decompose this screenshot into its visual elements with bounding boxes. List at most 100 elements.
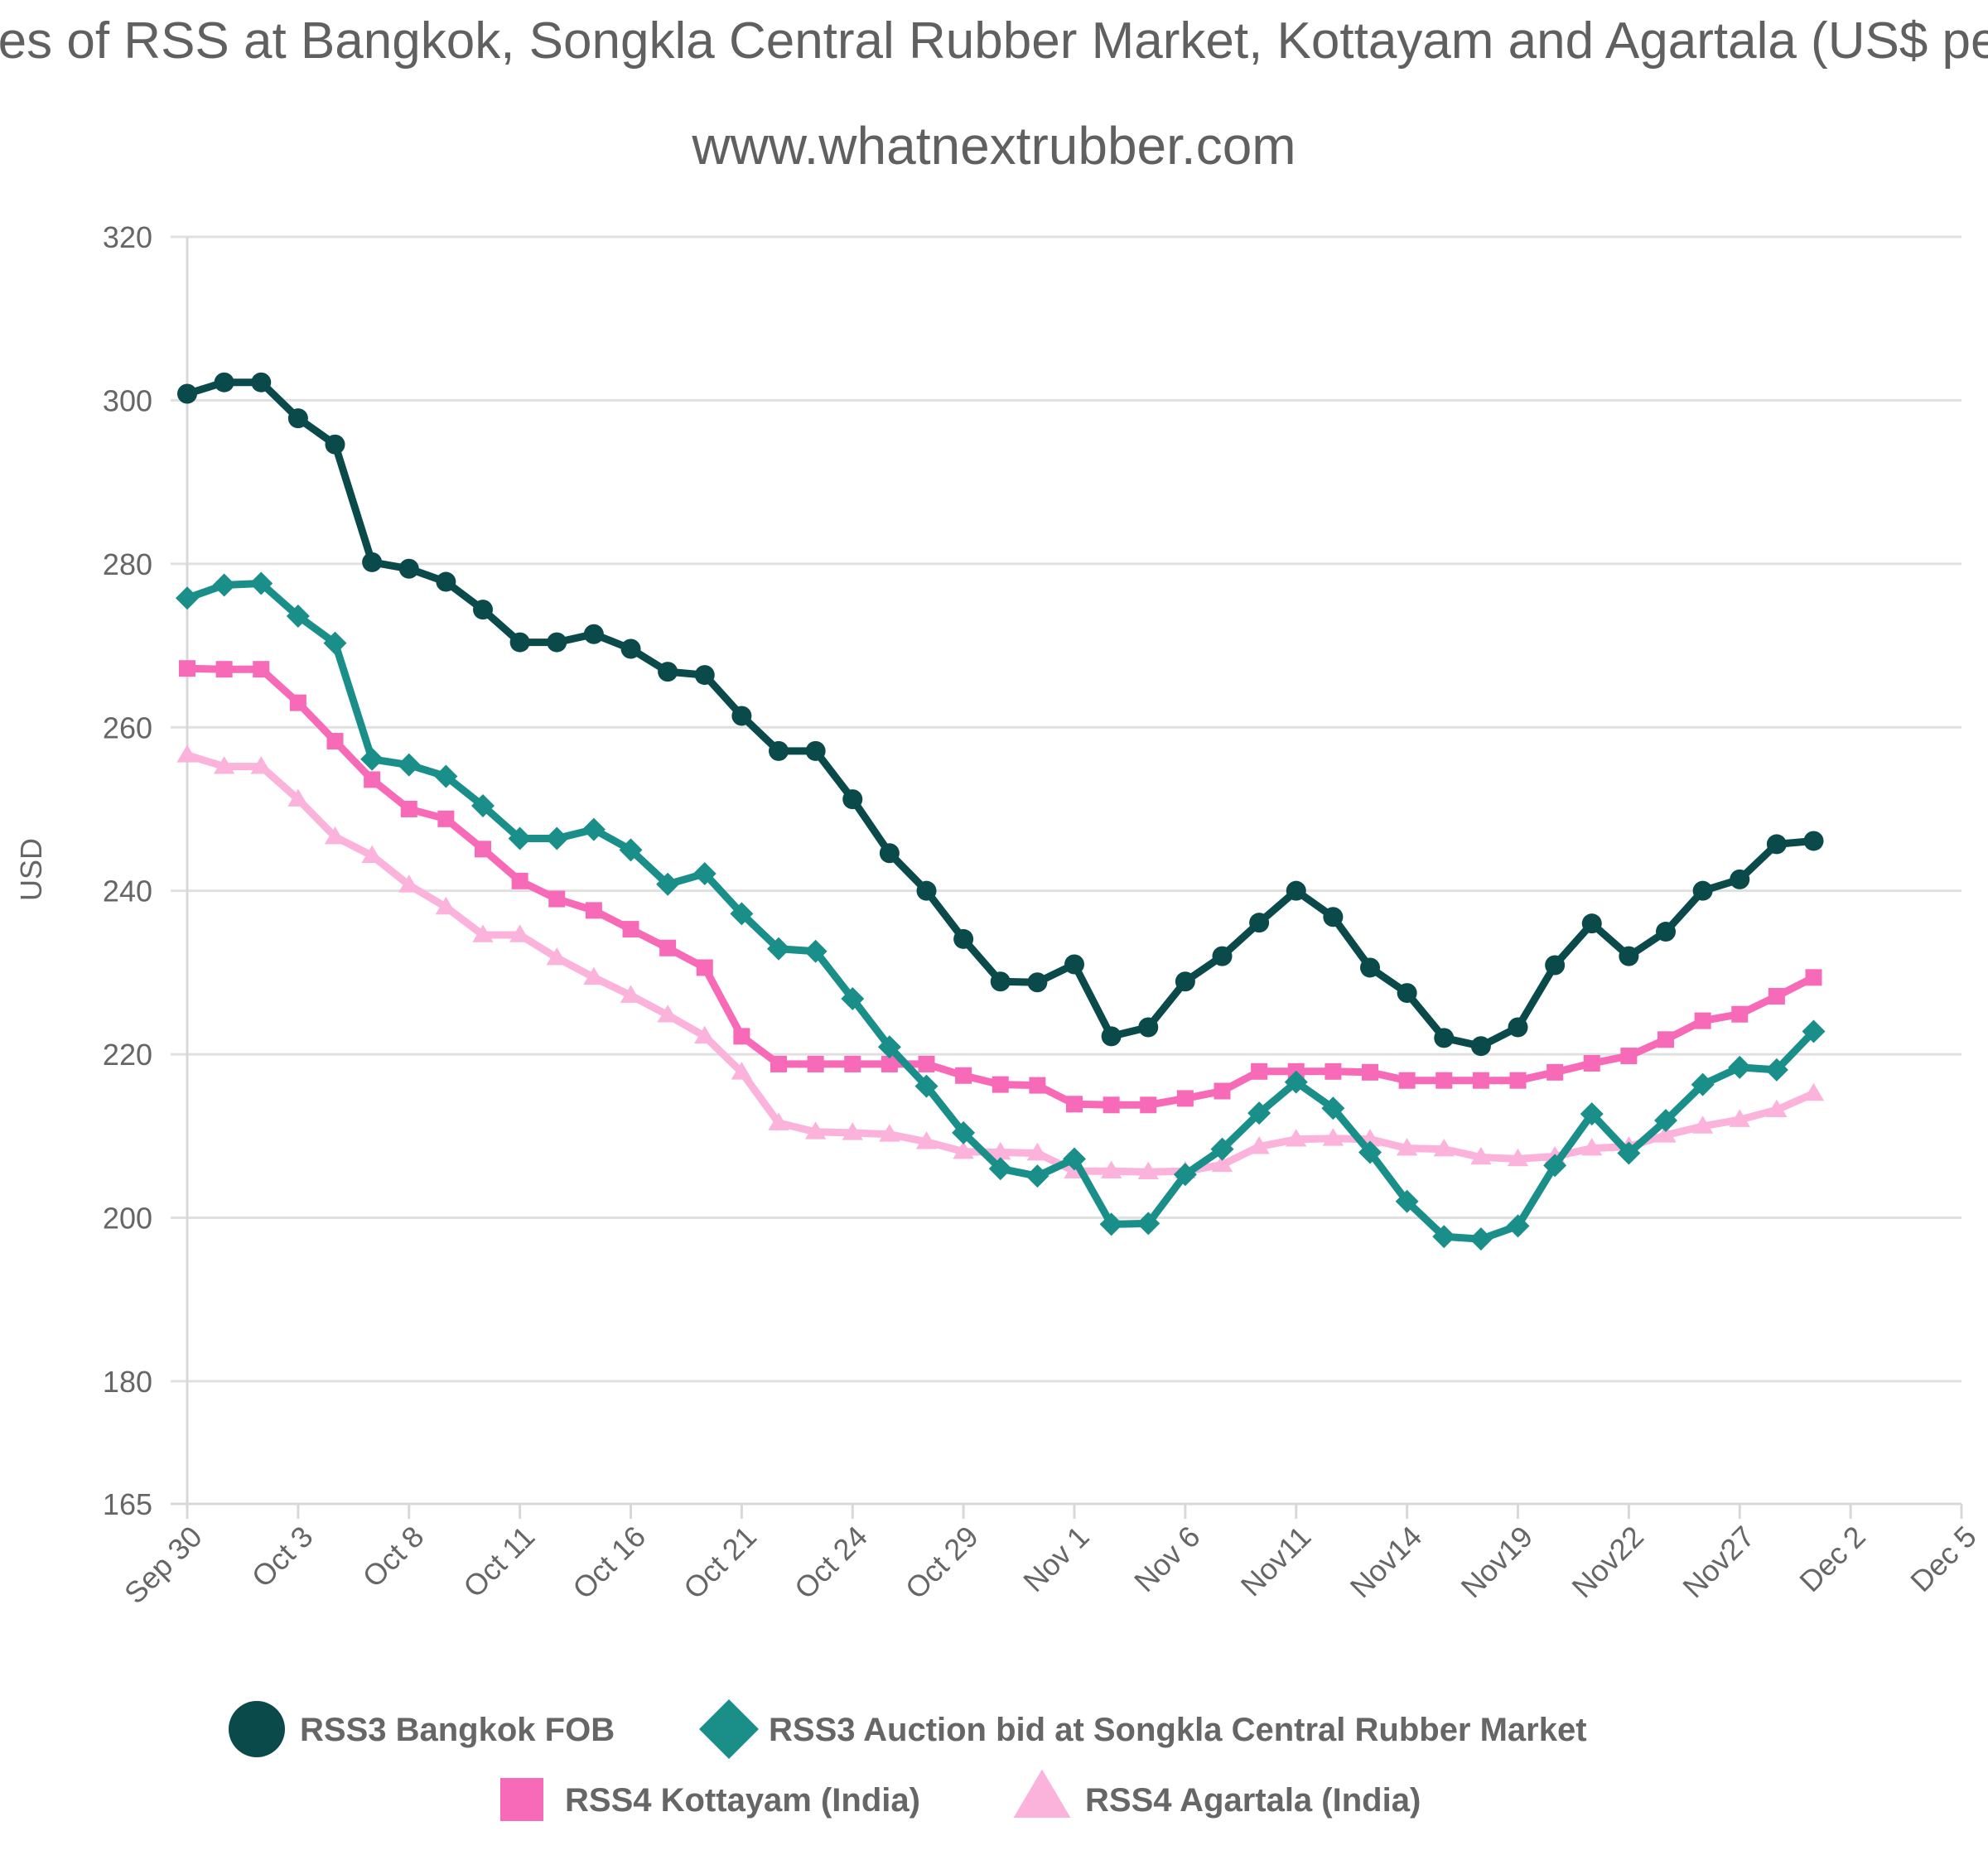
data-point: [953, 928, 974, 949]
data-point: [879, 843, 900, 864]
legend-label[interactable]: RSS4 Agartala (India): [1085, 1782, 1421, 1819]
series-line: [183, 580, 1817, 1243]
data-point: [1803, 831, 1824, 851]
data-point: [915, 1131, 938, 1149]
data-point: [1434, 1028, 1455, 1048]
series-line: [183, 664, 1817, 1109]
legend-item-2[interactable]: RSS4 Kottayam (India): [500, 1778, 920, 1821]
data-point: [694, 665, 715, 686]
data-point: [176, 744, 198, 763]
data-point: [1655, 1125, 1677, 1143]
data-point: [1509, 1072, 1527, 1089]
data-point: [1507, 1148, 1529, 1167]
legend-item-1[interactable]: RSS3 Auction bid at Songkla Central Rubb…: [699, 1699, 1587, 1759]
data-point: [1395, 1189, 1419, 1213]
legend-marker: [699, 1699, 759, 1759]
data-point: [583, 624, 604, 644]
data-point: [1025, 1164, 1049, 1188]
y-tick-label: 240: [103, 874, 152, 908]
data-point: [730, 902, 754, 926]
x-tick-label: Nov27: [1676, 1520, 1761, 1605]
data-point: [1140, 1096, 1157, 1114]
data-point: [249, 571, 273, 595]
legend-label[interactable]: RSS3 Auction bid at Songkla Central Rubb…: [769, 1712, 1587, 1748]
data-point: [1731, 1005, 1749, 1023]
data-point: [1583, 1054, 1600, 1072]
data-point: [620, 985, 642, 1003]
x-tick-label: Nov 6: [1127, 1520, 1206, 1598]
data-point: [1654, 1109, 1677, 1133]
data-point: [361, 845, 383, 864]
legend-label[interactable]: RSS4 Kottayam (India): [565, 1782, 920, 1819]
data-point: [1470, 1146, 1492, 1165]
data-point: [1433, 1138, 1455, 1157]
data-point: [844, 1055, 861, 1072]
legend-marker: [1013, 1769, 1071, 1818]
data-point: [326, 733, 344, 750]
x-tick-label: Oct 21: [677, 1520, 763, 1606]
data-point: [1136, 1212, 1160, 1236]
x-axis: Sep 30 Oct 3 Oct 8 Oct 11 Oct 16 Oct 21 Oct 24…: [118, 1504, 1983, 1610]
data-point: [657, 1005, 678, 1023]
data-point: [1360, 957, 1380, 978]
data-point: [548, 890, 566, 908]
data-point: [1103, 1096, 1120, 1114]
data-point: [1066, 1096, 1083, 1113]
data-point: [1325, 1062, 1342, 1080]
data-point: [547, 632, 567, 653]
legend-marker: [229, 1701, 285, 1757]
data-point: [1802, 1019, 1826, 1043]
y-tick-label: 260: [103, 711, 152, 744]
data-point: [1322, 1128, 1344, 1146]
data-point: [400, 800, 417, 817]
data-point: [1323, 907, 1344, 928]
data-point: [360, 747, 384, 771]
series-2: [179, 660, 1822, 1114]
data-point: [1472, 1072, 1489, 1089]
data-point: [1251, 1062, 1268, 1080]
data-point: [1138, 1017, 1159, 1038]
data-point: [1284, 1070, 1308, 1094]
data-point: [1694, 1012, 1711, 1029]
data-point: [656, 872, 680, 896]
data-point: [435, 896, 457, 915]
data-point: [1546, 1063, 1564, 1081]
data-point: [1063, 1147, 1086, 1171]
data-point: [325, 434, 345, 455]
x-tick-label: Nov19: [1455, 1520, 1540, 1605]
data-point: [286, 605, 310, 629]
legend[interactable]: RSS3 Bangkok FOB RSS3 Auction bid at Song…: [229, 1699, 1587, 1821]
data-point: [1214, 1082, 1231, 1100]
data-point: [992, 1076, 1009, 1093]
data-point: [914, 1074, 939, 1098]
legend-label[interactable]: RSS3 Bangkok FOB: [300, 1712, 615, 1748]
y-tick-label: 300: [103, 383, 152, 417]
data-point: [251, 372, 272, 393]
data-point: [1764, 1058, 1788, 1082]
data-point: [733, 1028, 750, 1045]
data-point: [511, 872, 528, 889]
data-point: [1470, 1036, 1491, 1057]
data-point: [509, 632, 530, 653]
data-point: [1766, 834, 1787, 855]
y-tick-label: 180: [103, 1365, 152, 1399]
data-point: [471, 794, 495, 818]
data-point: [581, 817, 606, 841]
data-point: [436, 571, 456, 592]
data-point: [622, 921, 639, 938]
x-tick-label: Oct 8: [356, 1520, 431, 1594]
data-point: [1619, 946, 1639, 966]
data-point: [990, 971, 1011, 992]
data-point: [1398, 1072, 1416, 1089]
data-point: [1620, 1048, 1638, 1065]
data-point: [364, 771, 381, 788]
legend-item-3[interactable]: RSS4 Agartala (India): [1013, 1769, 1421, 1819]
data-point: [213, 755, 235, 774]
data-point: [1581, 913, 1602, 934]
data-point: [1432, 1225, 1456, 1249]
x-tick-label: Oct 24: [788, 1520, 874, 1606]
x-tick-label: Oct 3: [245, 1520, 320, 1594]
data-point: [1321, 1096, 1345, 1120]
legend-item-0[interactable]: RSS3 Bangkok FOB: [229, 1701, 615, 1757]
data-point: [1249, 913, 1270, 933]
